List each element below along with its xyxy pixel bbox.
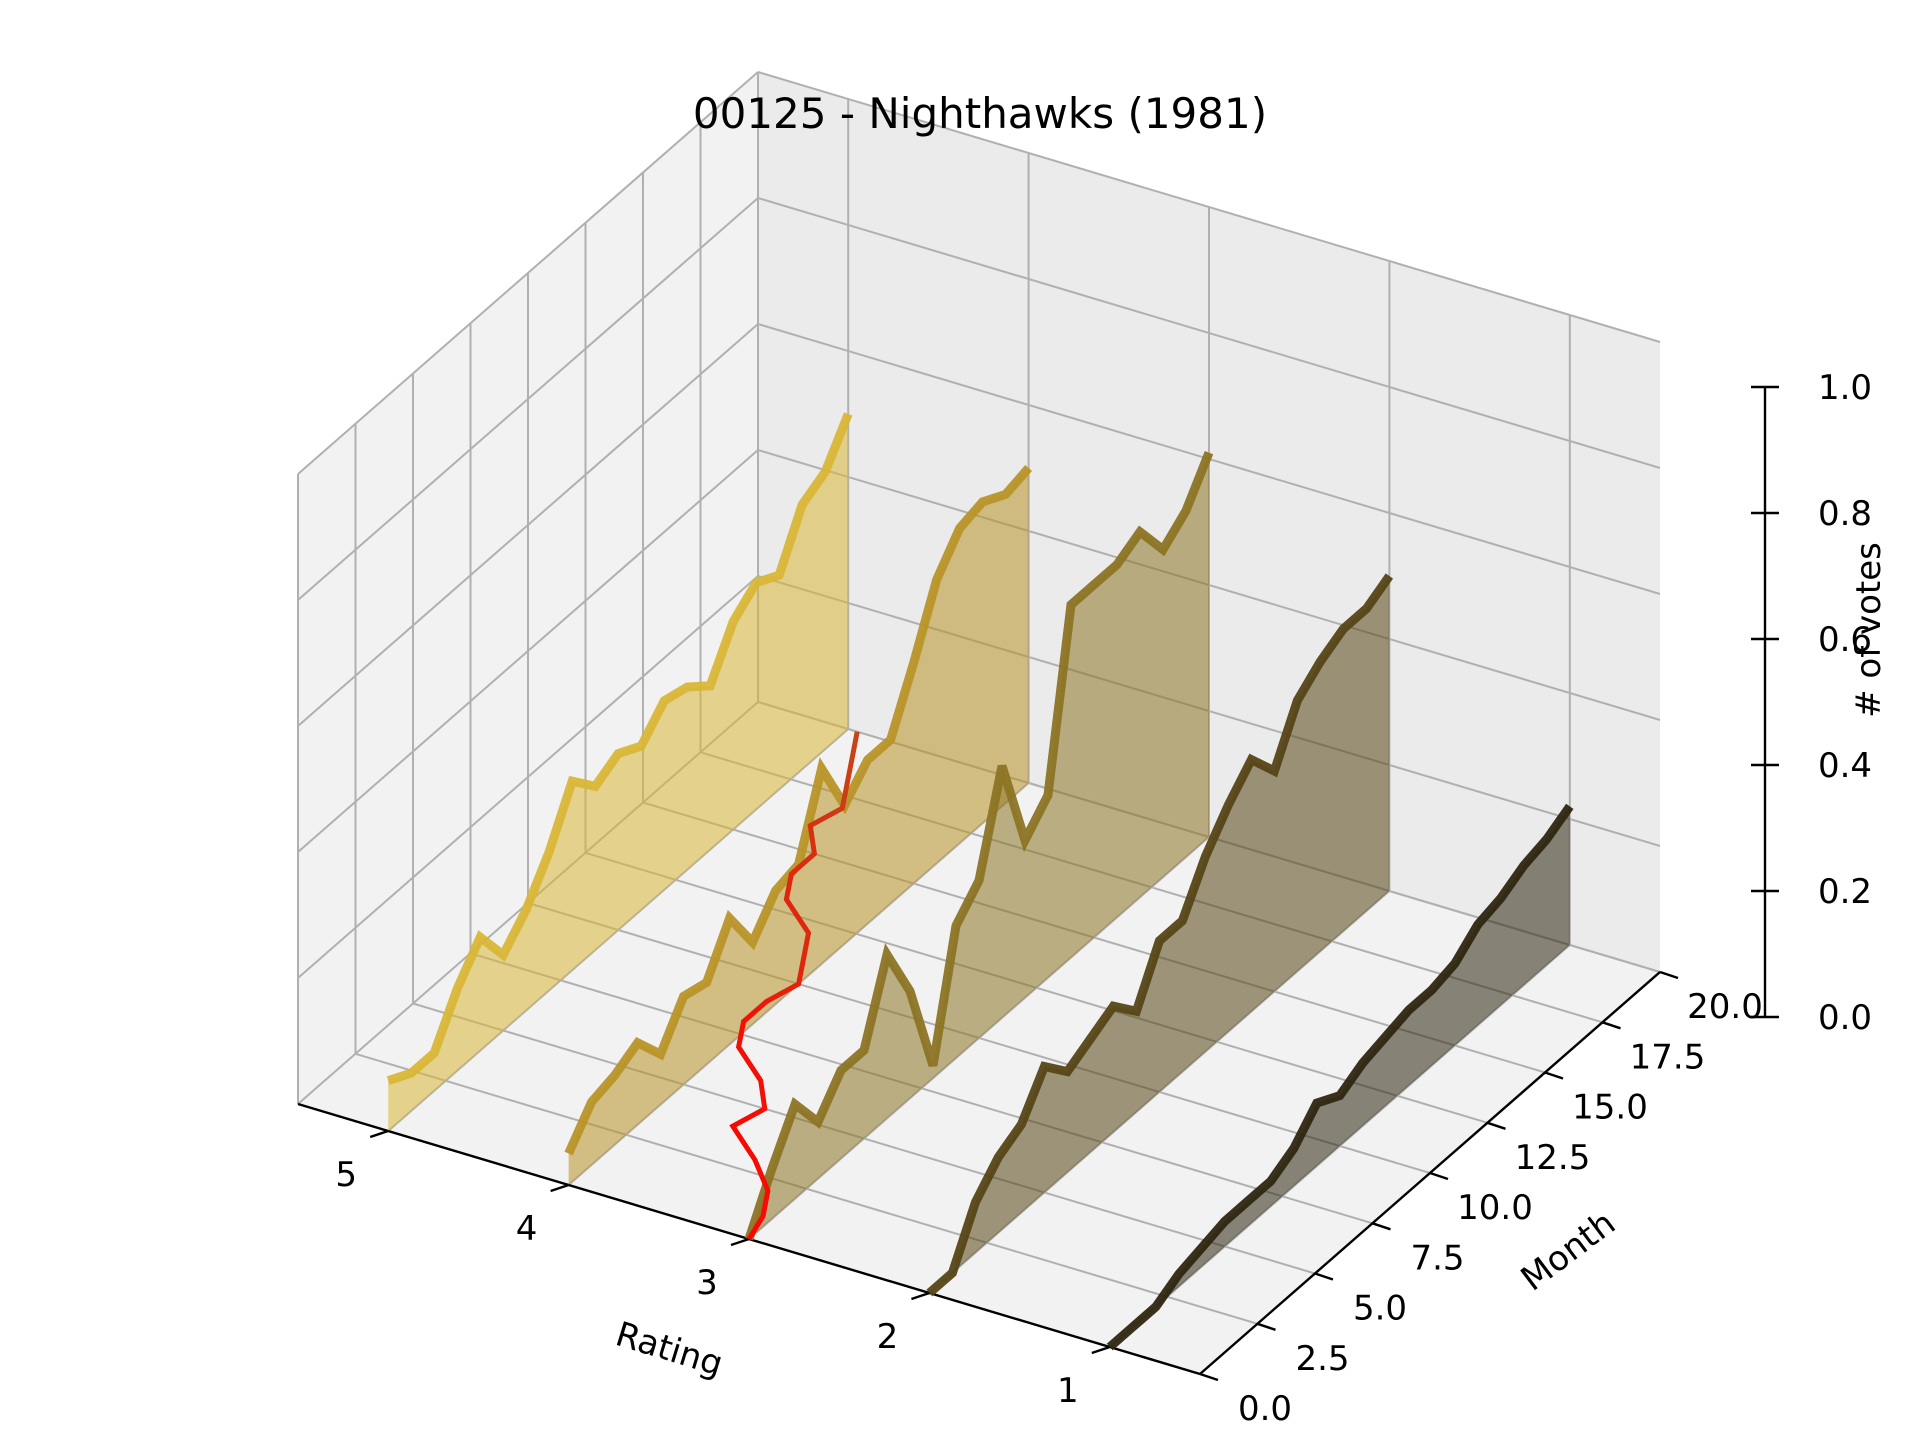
series-5-fill bbox=[388, 414, 849, 1131]
left-wall-gridline bbox=[297, 575, 759, 979]
series-2-fill bbox=[929, 576, 1390, 1293]
left-wall-gridline bbox=[297, 197, 759, 601]
y-tick-label: 15.0 bbox=[1572, 1088, 1648, 1128]
series-2-line bbox=[926, 573, 1394, 1297]
x-tick bbox=[911, 1291, 930, 1301]
left-wall-gridline bbox=[297, 449, 759, 853]
y-tick-label: 20.0 bbox=[1687, 987, 1763, 1027]
z-tick-label: 0.6 bbox=[1818, 620, 1872, 660]
back-wall-gridline bbox=[757, 71, 1661, 343]
y-tick-label: 7.5 bbox=[1410, 1238, 1464, 1278]
z-tick-label: 0.2 bbox=[1818, 872, 1872, 912]
series-5-line bbox=[386, 412, 853, 1085]
y-tick-label: 5.0 bbox=[1353, 1289, 1407, 1329]
z-tick-label: 0.4 bbox=[1818, 746, 1872, 786]
series-1-line bbox=[1106, 803, 1574, 1351]
x-tick-label: 4 bbox=[516, 1209, 538, 1249]
x-tick bbox=[730, 1237, 750, 1247]
x-axis-label: Rating bbox=[611, 1314, 728, 1384]
median-rating-line bbox=[729, 731, 860, 1241]
y-tick bbox=[1257, 1322, 1276, 1331]
y-tick-label: 17.5 bbox=[1630, 1037, 1706, 1077]
y-tick bbox=[1544, 1071, 1564, 1080]
x-tick bbox=[1091, 1345, 1111, 1355]
y-tick bbox=[1429, 1171, 1449, 1181]
x-tick-label: 5 bbox=[335, 1155, 357, 1195]
floor-gridline bbox=[585, 851, 1488, 1124]
x-tick-label: 3 bbox=[696, 1263, 718, 1303]
y-tick bbox=[1487, 1121, 1506, 1130]
z-tick-label: 0.0 bbox=[1818, 998, 1872, 1038]
y-tick bbox=[1314, 1272, 1334, 1281]
y-tick bbox=[1199, 1372, 1219, 1382]
y-tick-label: 12.5 bbox=[1515, 1138, 1591, 1178]
z-axis-label: # of votes bbox=[1849, 542, 1889, 718]
x-tick bbox=[369, 1129, 389, 1139]
left-wall-gridline bbox=[297, 323, 759, 727]
y-tick-label: 10.0 bbox=[1457, 1188, 1533, 1228]
series-3-line bbox=[744, 451, 1214, 1241]
chart-title: 00125 - Nighthawks (1981) bbox=[693, 89, 1267, 138]
floor-gridline bbox=[470, 952, 1373, 1225]
y-tick bbox=[1602, 1021, 1621, 1030]
left-wall-gridline bbox=[297, 71, 759, 475]
y-tick bbox=[1659, 970, 1679, 980]
y-tick-label: 0.0 bbox=[1238, 1389, 1292, 1429]
back-wall-gridline bbox=[757, 197, 1661, 469]
y-tick bbox=[1372, 1222, 1391, 1231]
y-tick-label: 2.5 bbox=[1295, 1339, 1349, 1379]
x-tick bbox=[550, 1183, 569, 1193]
floor-gridline bbox=[355, 1052, 1258, 1325]
z-tick-label: 1.0 bbox=[1818, 368, 1872, 408]
z-tick-label: 0.8 bbox=[1818, 494, 1872, 534]
chart-series-layer bbox=[386, 412, 1574, 1351]
x-tick-label: 2 bbox=[877, 1317, 899, 1357]
series-3-fill bbox=[749, 452, 1209, 1239]
x-tick-label: 1 bbox=[1057, 1371, 1079, 1411]
